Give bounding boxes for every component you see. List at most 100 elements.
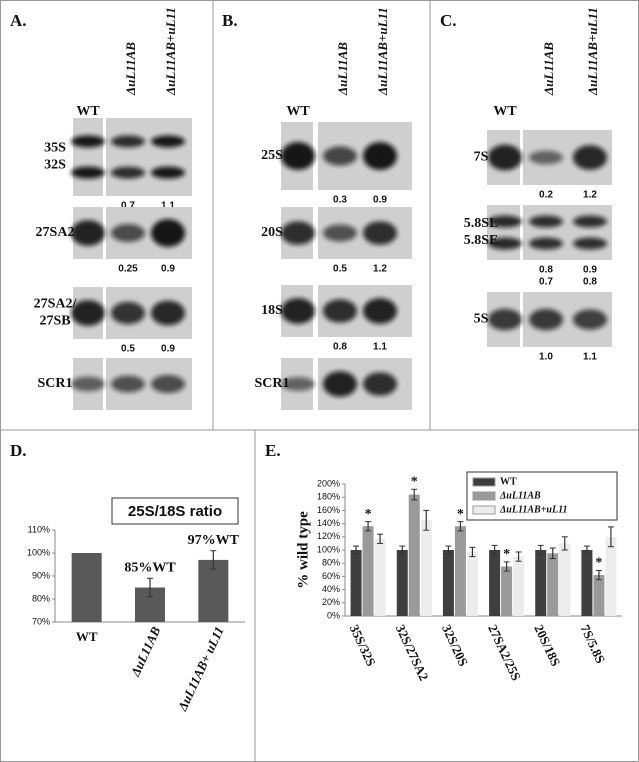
lane-label: ΔuL11AB [335, 42, 350, 96]
y-tick-label: 80% [322, 558, 340, 568]
band [488, 144, 522, 171]
bar [420, 520, 432, 616]
quantification: 0.9 [373, 195, 387, 206]
band [281, 377, 315, 391]
row-label: 32S [44, 158, 66, 173]
band [573, 237, 607, 250]
y-tick-label: 40% [322, 584, 340, 594]
band [573, 215, 607, 228]
row-label: SCR1 [37, 376, 72, 391]
panel-letter: A. [10, 11, 27, 30]
legend-swatch [472, 477, 496, 487]
significance: * [457, 507, 464, 522]
band [71, 300, 105, 326]
quantification: 0.8 [583, 277, 597, 288]
y-tick-label: 140% [317, 518, 340, 528]
y-tick-label: 90% [32, 570, 50, 580]
bar [513, 556, 525, 616]
legend-label: ΔuL11AB [499, 490, 541, 501]
bar [559, 543, 571, 616]
row-label: SCR1 [254, 376, 289, 391]
bar [581, 550, 593, 616]
gel [487, 205, 520, 260]
x-tick-label: 32S/27SA2 [393, 622, 432, 683]
bar [362, 526, 374, 616]
y-tick-label: 180% [317, 492, 340, 502]
x-tick-label: ΔuL11AB [127, 624, 164, 680]
band [111, 135, 145, 148]
bar [374, 538, 386, 616]
band [323, 299, 357, 323]
x-tick-label: WT [76, 629, 98, 644]
quantification: 1.0 [539, 352, 553, 363]
band [323, 146, 357, 166]
y-tick-label: 110% [28, 524, 50, 534]
quantification: 0.2 [539, 190, 553, 201]
bar [605, 536, 617, 616]
significance: * [365, 507, 372, 522]
lane-label: WT [493, 104, 517, 119]
band [529, 215, 563, 228]
band [529, 237, 563, 250]
x-tick-label: ΔuL11AB+ uL11 [174, 624, 227, 714]
x-tick-label: 32S/20S [439, 622, 471, 668]
lane-label: ΔuL11AB+uL11 [585, 7, 600, 96]
band [281, 142, 315, 170]
gel [523, 205, 612, 260]
legend-swatch [472, 491, 496, 501]
band [281, 298, 315, 324]
lane-label: ΔuL11AB [123, 42, 138, 96]
value-label: 97%WT [188, 533, 240, 548]
row-label: 5.8SL [464, 216, 499, 231]
quantification: 0.8 [333, 342, 347, 353]
bar [408, 494, 420, 616]
bar [396, 550, 408, 616]
panel-letter: B. [222, 11, 238, 30]
band [363, 142, 397, 170]
band [323, 371, 357, 397]
quantification: 0.5 [121, 344, 135, 355]
significance: * [503, 547, 510, 562]
band [323, 224, 357, 242]
y-tick-label: 100% [317, 544, 340, 554]
row-label: 5S [474, 312, 489, 327]
quantification: 1.1 [161, 201, 175, 212]
bar [454, 526, 466, 616]
legend-label: WT [500, 476, 517, 487]
band [111, 375, 145, 393]
panel-letter: E. [265, 441, 281, 460]
lane-label: WT [286, 104, 310, 119]
band [151, 300, 185, 326]
y-tick-label: 100% [27, 547, 50, 557]
row-label: 27SA2 [36, 225, 75, 240]
band [71, 220, 105, 246]
x-tick-label: 7S/5.8S [577, 622, 608, 665]
band [573, 145, 607, 170]
quantification: 1.2 [583, 190, 597, 201]
legend-swatch [472, 505, 496, 515]
bar [535, 550, 547, 616]
bar [501, 566, 513, 616]
significance: * [595, 556, 602, 571]
band [488, 215, 522, 228]
bar [71, 553, 102, 622]
band [363, 221, 397, 245]
chart-title: 25S/18S ratio [128, 503, 222, 520]
quantification: 0.3 [333, 195, 347, 206]
band [71, 135, 105, 148]
bar [489, 550, 501, 616]
quantification: 0.25 [118, 264, 138, 275]
quantification: 0.9 [583, 265, 597, 276]
band [71, 166, 105, 179]
quantification: 0.9 [161, 264, 175, 275]
y-tick-label: 70% [32, 616, 50, 626]
band [529, 150, 563, 165]
quantification: 1.1 [373, 342, 387, 353]
y-tick-label: 60% [322, 571, 340, 581]
legend-label: ΔuL11AB+uL11 [499, 504, 568, 515]
lane-label: ΔuL11AB+uL11 [163, 7, 178, 96]
band [111, 301, 145, 325]
row-label: 27SB [39, 314, 70, 329]
y-tick-label: 120% [317, 531, 340, 541]
